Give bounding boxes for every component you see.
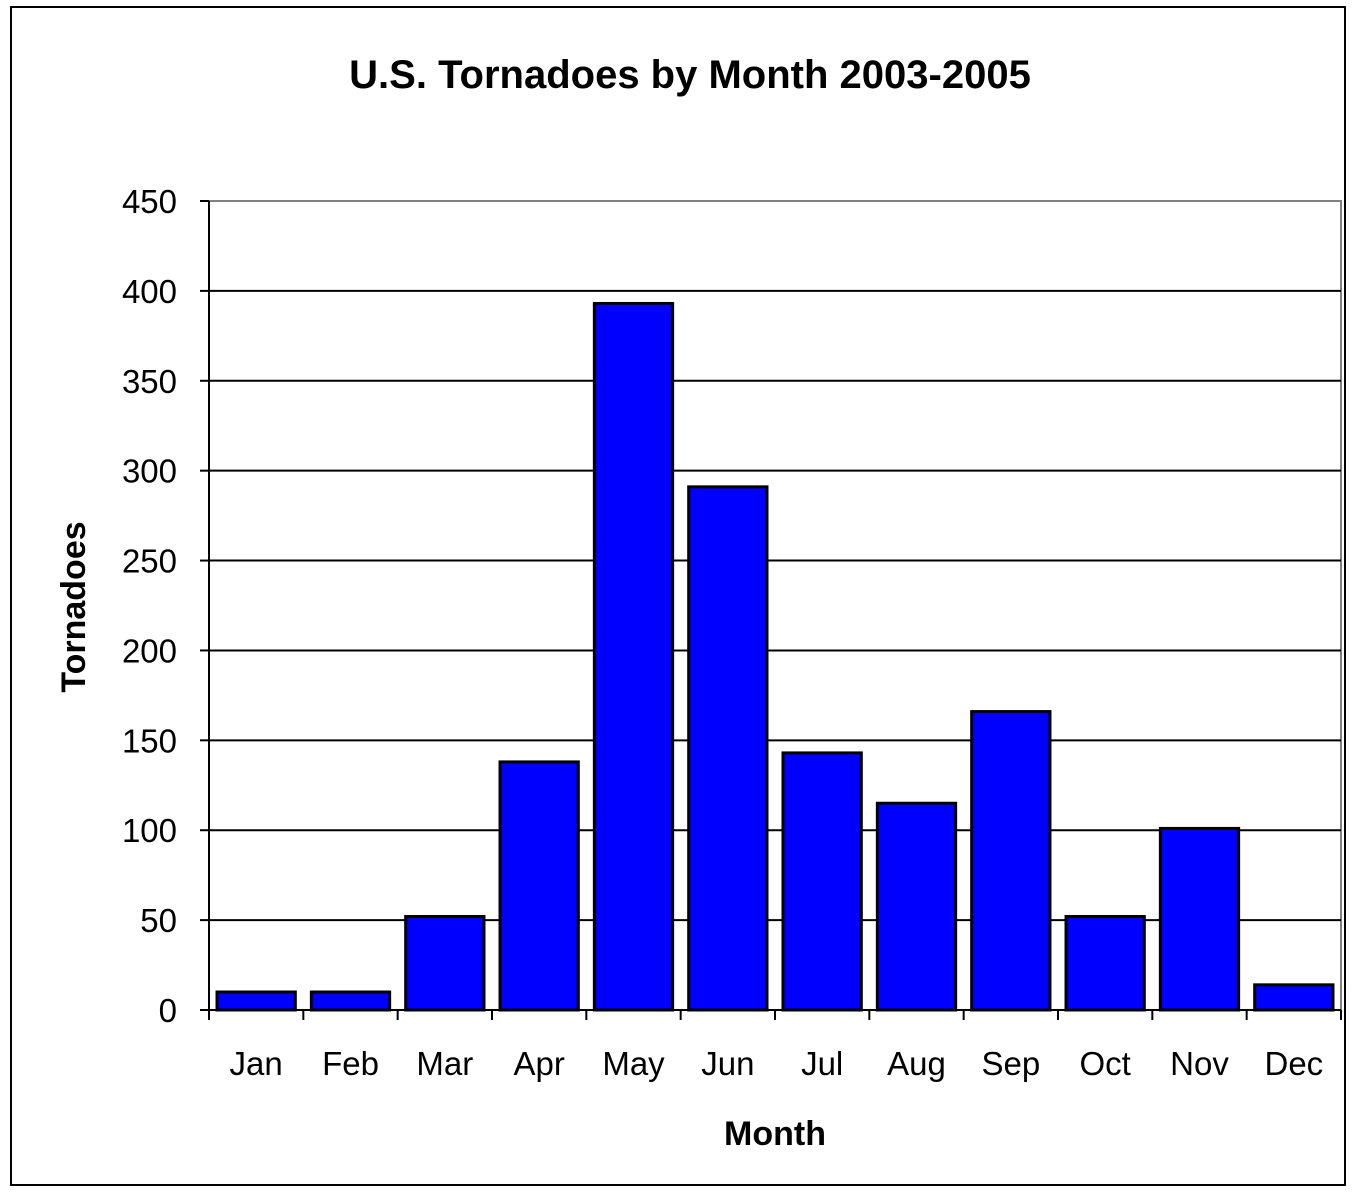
x-tick-label-apr: Apr	[513, 1045, 564, 1082]
y-tick-label: 300	[122, 453, 177, 490]
bar-mar	[404, 915, 486, 1012]
y-tick-label: 400	[122, 273, 177, 310]
bars	[215, 301, 1335, 1012]
bar-may	[592, 301, 675, 1012]
y-tick-label: 350	[122, 363, 177, 400]
x-tick-label-oct: Oct	[1079, 1045, 1130, 1082]
x-tick-labels: Jan Feb Mar Apr May Jun Jul Aug Sep Oct Nov Dec	[230, 1045, 1324, 1082]
x-tick-label-nov: Nov	[1170, 1045, 1229, 1082]
bar-jun	[687, 485, 769, 1012]
x-tick-label-jun: Jun	[701, 1045, 754, 1082]
bar-aug	[875, 801, 958, 1012]
x-tick-label-jan: Jan	[230, 1045, 283, 1082]
x-tick-label-jul: Jul	[801, 1045, 843, 1082]
bar-jan	[215, 990, 297, 1012]
bar-dec	[1253, 983, 1335, 1012]
y-tick-label: 250	[122, 543, 177, 580]
x-tick-label-mar: Mar	[416, 1045, 473, 1082]
y-tick-label: 100	[122, 812, 177, 849]
y-tick-label: 150	[122, 722, 177, 759]
bar-feb	[309, 990, 392, 1012]
bar-sep	[970, 710, 1052, 1012]
bar-apr	[498, 760, 580, 1012]
y-axis-title: Tornadoes	[55, 521, 93, 692]
x-tick-label-sep: Sep	[981, 1045, 1040, 1082]
x-tick-label-feb: Feb	[322, 1045, 379, 1082]
axes	[200, 200, 1342, 1020]
y-tick-label: 450	[122, 183, 177, 220]
bar-jul	[781, 751, 863, 1012]
bar-nov	[1158, 826, 1241, 1012]
x-tick-label-aug: Aug	[887, 1045, 946, 1082]
y-tick-label: 50	[140, 902, 177, 939]
bar-oct	[1064, 915, 1146, 1012]
x-axis-title: Month	[724, 1115, 826, 1153]
x-tick-label-dec: Dec	[1264, 1045, 1323, 1082]
y-tick-label: 0	[159, 992, 177, 1029]
x-tick-label-may: May	[602, 1045, 665, 1082]
y-tick-label: 200	[122, 632, 177, 669]
y-tick-labels: 0 50 100 150 200 250 300 350 400 450	[122, 183, 177, 1029]
chart-title: U.S. Tornadoes by Month 2003-2005	[349, 53, 1031, 97]
